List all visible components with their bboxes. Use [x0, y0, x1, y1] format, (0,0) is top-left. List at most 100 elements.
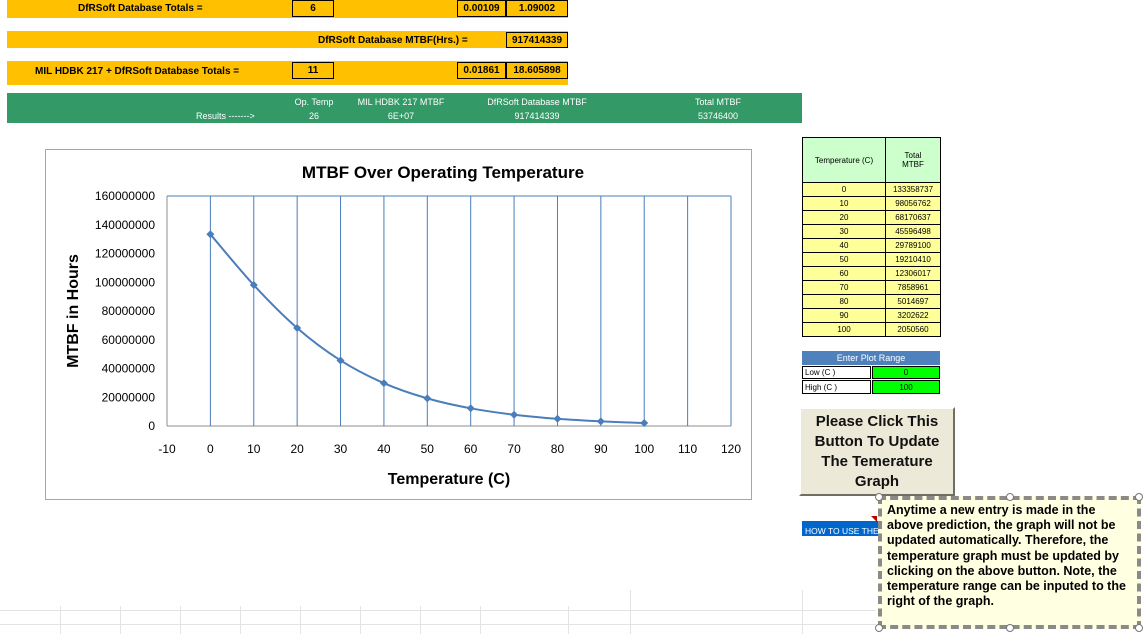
chart-x-tick-label: 70: [507, 442, 521, 456]
sheet-gridline: [180, 606, 181, 634]
chart-x-axis-label: Temperature (C): [388, 471, 510, 488]
table-row: 40 29789100: [802, 238, 941, 253]
results-value-optemp: 26: [308, 111, 320, 121]
comment-indicator-icon: [871, 516, 877, 522]
comment-handle-br[interactable]: [1135, 624, 1143, 632]
chart-data-point: [379, 379, 388, 388]
table-cell-temperature: 20: [802, 210, 886, 225]
plot-range-high-input[interactable]: 100: [872, 380, 940, 394]
update-graph-button[interactable]: Please Click This Button To Update The T…: [799, 407, 955, 496]
how-to-use-link[interactable]: HOW TO USE THE: [802, 521, 882, 536]
table-cell-mtbf: 68170637: [885, 210, 941, 225]
mil-count-cell[interactable]: 11: [292, 62, 334, 79]
comment-handle-tl[interactable]: [875, 493, 883, 501]
chart-y-tick-label: 100000000: [95, 275, 155, 289]
table-row: 20 68170637: [802, 210, 941, 225]
chart-y-axis-label: MTBF in Hours: [65, 254, 82, 368]
results-value-total: 53746400: [697, 111, 739, 121]
table-cell-temperature: 10: [802, 196, 886, 211]
chart-x-tick-label: 110: [678, 442, 697, 456]
mil-value2-cell[interactable]: 18.605898: [506, 62, 568, 79]
comment-handle-bm[interactable]: [1006, 624, 1014, 632]
chart-x-tick-label: 10: [247, 442, 261, 456]
chart-data-point: [553, 414, 562, 423]
table-cell-mtbf: 2050560: [885, 322, 941, 337]
temperature-mtbf-table: Temperature (C) Total MTBF 0 133358737 10 9…: [802, 137, 941, 337]
table-header-temperature: Temperature (C): [802, 137, 886, 183]
results-header-optemp: Op. Temp: [294, 97, 334, 107]
table-row: 60 12306017: [802, 266, 941, 281]
dfr-totals-band: [7, 0, 568, 18]
dfr-totals-label: DfRSoft Database Totals =: [78, 3, 203, 14]
chart-y-tick-label: 40000000: [102, 362, 156, 376]
mtbf-chart[interactable]: MTBF Over Operating Temperature Temperat…: [45, 149, 752, 500]
sheet-gridline: [568, 606, 569, 634]
sheet-gridline: [420, 606, 421, 634]
sheet-gridline: [802, 590, 803, 634]
table-row: 30 45596498: [802, 224, 941, 239]
chart-y-tick-label: 0: [148, 419, 155, 433]
mtbf-value-cell[interactable]: 917414339: [506, 32, 568, 48]
chart-data-point: [249, 281, 258, 290]
chart-x-tick-label: 40: [377, 442, 391, 456]
table-header-total-mtbf: Total MTBF: [885, 137, 941, 183]
dfr-count-cell[interactable]: 6: [292, 0, 334, 17]
table-cell-mtbf: 5014697: [885, 294, 941, 309]
chart-x-tick-label: 50: [421, 442, 435, 456]
plot-range-low-input[interactable]: 0: [872, 366, 940, 379]
chart-x-tick-label: -10: [158, 442, 176, 456]
table-row: 10 98056762: [802, 196, 941, 211]
comment-text: Anytime a new entry is made in the above…: [887, 503, 1126, 609]
table-cell-temperature: 40: [802, 238, 886, 253]
table-cell-mtbf: 3202622: [885, 308, 941, 323]
sheet-gridline: [0, 624, 876, 625]
results-value-mil: 6E+07: [387, 111, 415, 121]
chart-x-tick-label: 100: [634, 442, 654, 456]
chart-data-point: [596, 417, 605, 426]
chart-x-tick-label: 30: [334, 442, 348, 456]
comment-handle-bl[interactable]: [875, 624, 883, 632]
how-to-use-label: HOW TO USE THE: [805, 526, 879, 536]
table-cell-temperature: 100: [802, 322, 886, 337]
sheet-gridline: [300, 606, 301, 634]
update-graph-button-label: Please Click This Button To Update The T…: [814, 412, 940, 490]
table-row: 90 3202622: [802, 308, 941, 323]
chart-data-point: [293, 324, 302, 333]
table-cell-mtbf: 133358737: [885, 182, 941, 197]
table-cell-mtbf: 29789100: [885, 238, 941, 253]
sheet-gridline: [360, 606, 361, 634]
plot-range-title: Enter Plot Range: [802, 351, 940, 365]
mtbf-band: [7, 31, 568, 48]
comment-handle-tr[interactable]: [1135, 493, 1143, 501]
table-row: 50 19210410: [802, 252, 941, 267]
table-cell-temperature: 0: [802, 182, 886, 197]
chart-x-tick-label: 120: [721, 442, 741, 456]
table-row: 70 7858961: [802, 280, 941, 295]
dfr-value1-cell[interactable]: 0.00109: [457, 0, 506, 17]
plot-range-high-label: High (C ): [802, 380, 871, 394]
comment-handle-tm[interactable]: [1006, 493, 1014, 501]
results-row-label: Results ------->: [196, 111, 255, 121]
table-cell-temperature: 80: [802, 294, 886, 309]
results-band: [7, 93, 802, 123]
chart-data-point: [423, 394, 432, 403]
results-header-dfr: DfRSoft Database MTBF: [487, 97, 587, 107]
chart-title: MTBF Over Operating Temperature: [302, 163, 584, 182]
dfr-value2-cell[interactable]: 1.09002: [506, 0, 568, 17]
mil-value1-cell[interactable]: 0.01861: [457, 62, 506, 79]
table-row: 100 2050560: [802, 322, 941, 337]
sheet-gridline: [120, 606, 121, 634]
chart-data-point: [640, 419, 649, 428]
sheet-gridline: [0, 610, 876, 611]
chart-y-tick-label: 80000000: [102, 304, 156, 318]
table-cell-mtbf: 7858961: [885, 280, 941, 295]
table-cell-mtbf: 45596498: [885, 224, 941, 239]
chart-x-tick-label: 20: [290, 442, 304, 456]
sheet-gridline: [480, 606, 481, 634]
chart-data-point: [206, 230, 215, 239]
mil-totals-label: MIL HDBK 217 + DfRSoft Database Totals =: [35, 66, 240, 77]
chart-data-point: [336, 356, 345, 365]
results-header-mil: MIL HDBK 217 MTBF: [357, 97, 445, 107]
comment-box[interactable]: Anytime a new entry is made in the above…: [878, 496, 1141, 629]
chart-x-tick-label: 80: [551, 442, 565, 456]
